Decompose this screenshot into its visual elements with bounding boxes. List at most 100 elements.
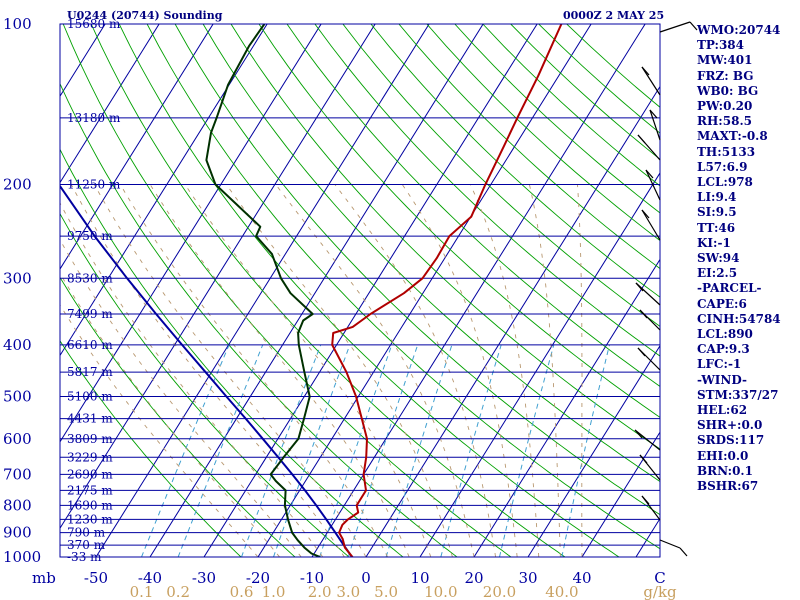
mixing-ratio-label: 20.0 bbox=[483, 583, 516, 600]
dry-adiabat-line bbox=[60, 276, 296, 557]
temperature-tick-label: -40 bbox=[138, 569, 162, 587]
wind-barb bbox=[634, 429, 661, 451]
mixing-ratio-label: 3.0 bbox=[336, 583, 360, 600]
mixing-ratio-label: 1.0 bbox=[262, 583, 286, 600]
height-level-label: 13180 m bbox=[67, 111, 121, 125]
pressure-tick-label: 400 bbox=[3, 336, 32, 354]
mixing-ratio-label: 0.2 bbox=[166, 583, 190, 600]
height-level-label: 4431 m bbox=[67, 412, 113, 426]
temperature-tick-label: 30 bbox=[518, 569, 537, 587]
wind-barb bbox=[641, 66, 661, 96]
sounding-index-item: STM:337/27 bbox=[697, 387, 779, 402]
temperature-profile-line bbox=[331, 24, 563, 557]
mixing-ratio-line bbox=[177, 344, 264, 557]
isotherm-line bbox=[60, 24, 214, 270]
wind-barb bbox=[645, 169, 661, 201]
height-level-label: 3229 m bbox=[67, 450, 113, 464]
pressure-tick-label: 600 bbox=[3, 430, 32, 448]
sounding-index-item: RH:58.5 bbox=[697, 114, 752, 129]
isotherm-line bbox=[419, 172, 660, 557]
mixing-ratio-line bbox=[273, 344, 351, 557]
dry-adiabat-line bbox=[118, 24, 620, 557]
mixing-ratio-label: 0.6 bbox=[230, 583, 254, 600]
pressure-axis-unit: mb bbox=[32, 569, 56, 587]
sounding-index-item: WMO:20744 bbox=[697, 23, 781, 37]
wind-barb-flag bbox=[639, 309, 648, 319]
isotherm-line bbox=[473, 258, 660, 557]
height-level-label: 1690 m bbox=[67, 498, 113, 512]
moist-adiabat-line bbox=[60, 238, 302, 557]
wind-barb bbox=[659, 539, 681, 549]
isotherm-line bbox=[149, 24, 484, 557]
wind-barb-flag bbox=[641, 495, 650, 505]
sounding-index-item: BSHR:67 bbox=[697, 479, 759, 494]
moist-adiabat-line bbox=[577, 184, 583, 557]
wind-barb bbox=[641, 209, 661, 241]
sounding-index-item: L57:6.9 bbox=[697, 159, 748, 174]
sounding-time: 0000Z 2 MAY 25 bbox=[563, 9, 665, 22]
pressure-tick-label: 800 bbox=[3, 496, 32, 514]
sounding-index-item: FRZ: BG bbox=[697, 68, 754, 83]
temperature-tick-label: -50 bbox=[84, 569, 108, 587]
mixing-ratio-label: 40.0 bbox=[545, 583, 578, 600]
sounding-index-item: PW:0.20 bbox=[697, 99, 753, 114]
mixing-ratio-label: 5.0 bbox=[374, 583, 398, 600]
pressure-tick-label: 900 bbox=[3, 524, 32, 542]
sounding-index-item: TP:384 bbox=[697, 38, 745, 53]
pressure-tick-label: 500 bbox=[3, 388, 32, 406]
station-title: U0244 (20744) Sounding bbox=[67, 9, 223, 22]
height-level-label: 2175 m bbox=[67, 483, 113, 497]
moist-adiabat-line bbox=[60, 272, 280, 557]
height-level-label: 3809 m bbox=[67, 432, 113, 446]
isotherm-line bbox=[581, 431, 660, 557]
moist-adiabat-line bbox=[93, 184, 367, 557]
height-level-label: 9750 m bbox=[67, 229, 113, 243]
sounding-index-item: -WIND- bbox=[697, 372, 747, 387]
height-level-label: 1230 m bbox=[67, 512, 113, 526]
mixing-ratio-unit: g/kg bbox=[643, 583, 677, 600]
sounding-index-item: TT:46 bbox=[697, 220, 736, 235]
moist-adiabat-line bbox=[469, 184, 540, 557]
temperature-tick-label: -10 bbox=[300, 569, 324, 587]
sounding-index-item: LCL:890 bbox=[697, 327, 753, 342]
mixing-ratio-line bbox=[241, 344, 322, 557]
dry-adiabat-line bbox=[60, 212, 350, 557]
height-level-label: 5100 m bbox=[67, 390, 113, 404]
wind-barb-flag bbox=[639, 454, 648, 464]
sounding-index-item: SHR+:0.0 bbox=[697, 418, 763, 433]
temperature-axis-unit: C bbox=[654, 569, 665, 587]
mixing-ratio-line bbox=[440, 344, 502, 557]
height-level-label: 15680 m bbox=[67, 17, 121, 31]
height-level-label: 370 m bbox=[67, 538, 106, 552]
mixing-ratio-line bbox=[347, 344, 419, 557]
wind-barb-flag bbox=[637, 347, 646, 357]
moist-adiabat-line bbox=[70, 184, 345, 557]
wind-barb-flag bbox=[645, 169, 654, 179]
wind-barb-flag bbox=[679, 547, 688, 557]
sounding-index-item: WB0: BG bbox=[697, 83, 759, 98]
height-level-label: 790 m bbox=[67, 526, 106, 540]
isotherm-line bbox=[365, 85, 660, 557]
wind-barb-flag bbox=[649, 109, 658, 119]
sounding-index-item: BRN:0.1 bbox=[697, 463, 753, 478]
sounding-index-item: HEL:62 bbox=[697, 403, 748, 418]
sounding-index-item: CINH:54784 bbox=[697, 311, 781, 326]
isotherm-line bbox=[60, 24, 160, 184]
mixing-ratio-label: 0.1 bbox=[130, 583, 154, 600]
moist-adiabat-line bbox=[528, 184, 561, 557]
isotherm-line bbox=[311, 24, 646, 557]
wind-barb-flag bbox=[641, 66, 650, 76]
pressure-tick-label: 200 bbox=[3, 175, 32, 193]
moist-adiabat-line bbox=[401, 184, 518, 557]
sounding-index-item: KI:-1 bbox=[697, 235, 731, 250]
mixing-ratio-label: 10.0 bbox=[424, 583, 457, 600]
moist-adiabat-line bbox=[149, 184, 410, 557]
sounding-index-item: LI:9.4 bbox=[697, 190, 737, 205]
temperature-tick-label: 40 bbox=[572, 569, 591, 587]
moist-adiabat-line bbox=[225, 184, 453, 557]
isotherm-line bbox=[60, 24, 322, 443]
sounding-index-item: EHI:0.0 bbox=[697, 448, 749, 463]
height-level-label: 2690 m bbox=[67, 467, 113, 481]
temperature-tick-label: -30 bbox=[192, 569, 216, 587]
wind-barb bbox=[659, 21, 691, 33]
